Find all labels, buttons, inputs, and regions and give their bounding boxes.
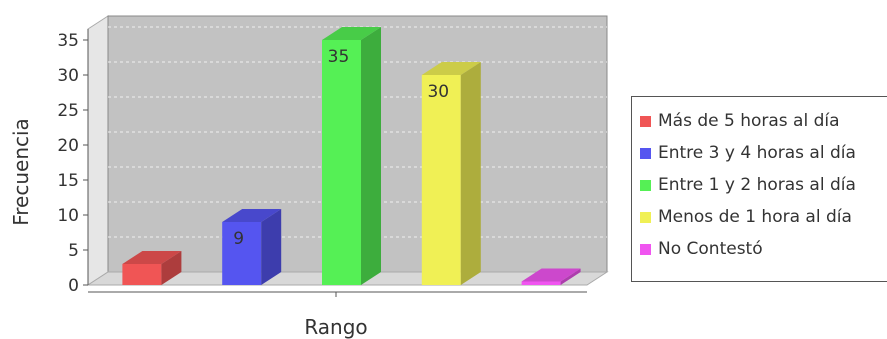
legend-item: Más de 5 horas al día bbox=[640, 105, 887, 137]
legend-item: Menos de 1 hora al día bbox=[640, 201, 887, 233]
bar bbox=[521, 268, 581, 285]
bar-top bbox=[421, 62, 481, 75]
bar-front bbox=[421, 75, 461, 285]
bars: 9 35 30 bbox=[122, 27, 581, 285]
y-axis-label: Frecuencia bbox=[9, 118, 33, 226]
bar: 9 bbox=[222, 209, 282, 285]
bar-value-label: 9 bbox=[233, 229, 244, 249]
legend-label: Entre 1 y 2 horas al día bbox=[658, 175, 856, 195]
legend-swatch bbox=[640, 211, 651, 223]
y-axis: 0 5 10 15 20 25 30 35 bbox=[57, 29, 89, 296]
grid-lines bbox=[108, 26, 607, 238]
y-tick-label: 10 bbox=[57, 206, 79, 226]
legend-swatch bbox=[640, 243, 651, 255]
bar-front bbox=[222, 222, 262, 285]
bar: 35 bbox=[322, 27, 381, 285]
bar-top bbox=[122, 251, 182, 264]
legend-item: No Contestó bbox=[640, 233, 887, 265]
bar-side bbox=[261, 209, 282, 285]
bar-front bbox=[521, 281, 561, 285]
legend-label: No Contestó bbox=[658, 239, 763, 259]
bar-side bbox=[560, 268, 581, 285]
legend-item: Entre 3 y 4 horas al día bbox=[640, 137, 887, 169]
bar-side bbox=[161, 251, 182, 285]
bar-top bbox=[322, 27, 381, 40]
legend-swatch bbox=[640, 147, 651, 159]
left-wall bbox=[87, 15, 109, 286]
x-axis-label: Rango bbox=[304, 315, 367, 339]
y-tick-label: 0 bbox=[68, 276, 79, 296]
y-tick-label: 30 bbox=[57, 66, 79, 86]
bar-top bbox=[222, 209, 282, 222]
legend-swatch bbox=[640, 115, 651, 127]
y-tick-label: 15 bbox=[57, 171, 79, 191]
y-tick-label: 35 bbox=[57, 31, 79, 51]
bar-value-label: 35 bbox=[328, 47, 350, 67]
bar bbox=[122, 251, 182, 285]
bar-side bbox=[460, 62, 481, 285]
bar-top bbox=[521, 268, 581, 282]
bar: 30 bbox=[421, 62, 481, 285]
bar-value-label: 30 bbox=[427, 82, 449, 102]
legend-swatch bbox=[640, 179, 651, 191]
y-tick-label: 5 bbox=[68, 241, 79, 261]
legend: Más de 5 horas al día Entre 3 y 4 horas a… bbox=[631, 96, 887, 282]
legend-label: Más de 5 horas al día bbox=[658, 111, 840, 131]
legend-label: Entre 3 y 4 horas al día bbox=[658, 143, 856, 163]
legend-label: Menos de 1 hora al día bbox=[658, 207, 852, 227]
bar-side bbox=[361, 27, 381, 285]
legend-item: Entre 1 y 2 horas al día bbox=[640, 169, 887, 201]
bar-front bbox=[322, 40, 361, 285]
bar-front bbox=[122, 264, 162, 285]
y-tick-label: 20 bbox=[57, 136, 79, 156]
y-tick-label: 25 bbox=[57, 101, 79, 121]
x-axis bbox=[88, 291, 587, 297]
